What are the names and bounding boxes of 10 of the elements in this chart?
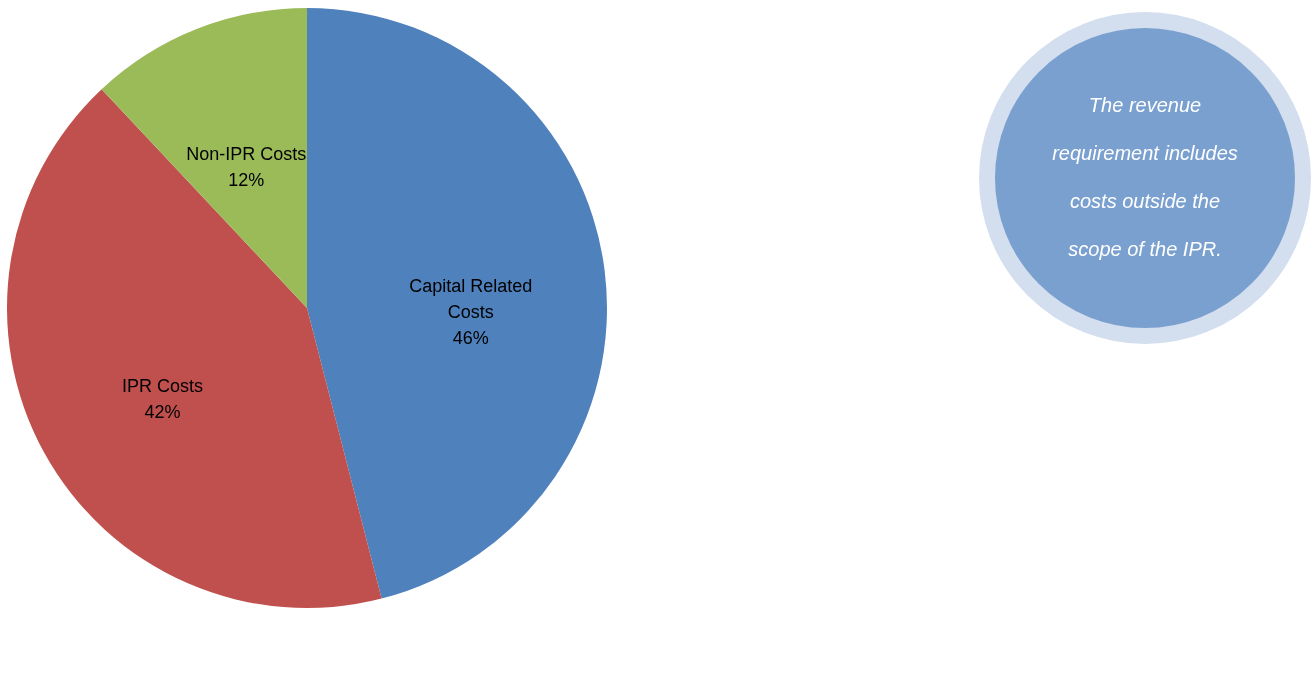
text: The revenue requirement includes costs outside the scope of the IPR. (1052, 94, 1238, 260)
data-label: 46% (452, 328, 489, 349)
pie-slice (7, 89, 382, 608)
data-label: 42% (144, 402, 181, 423)
slice-label: Non-IPR Costs (186, 143, 307, 164)
slice-label: Capital Related Costs (409, 276, 533, 323)
slice-label: IPR Costs (121, 376, 203, 397)
pie-slice (307, 8, 607, 599)
data-label: 12% (228, 169, 265, 190)
pie-slice (101, 8, 307, 308)
